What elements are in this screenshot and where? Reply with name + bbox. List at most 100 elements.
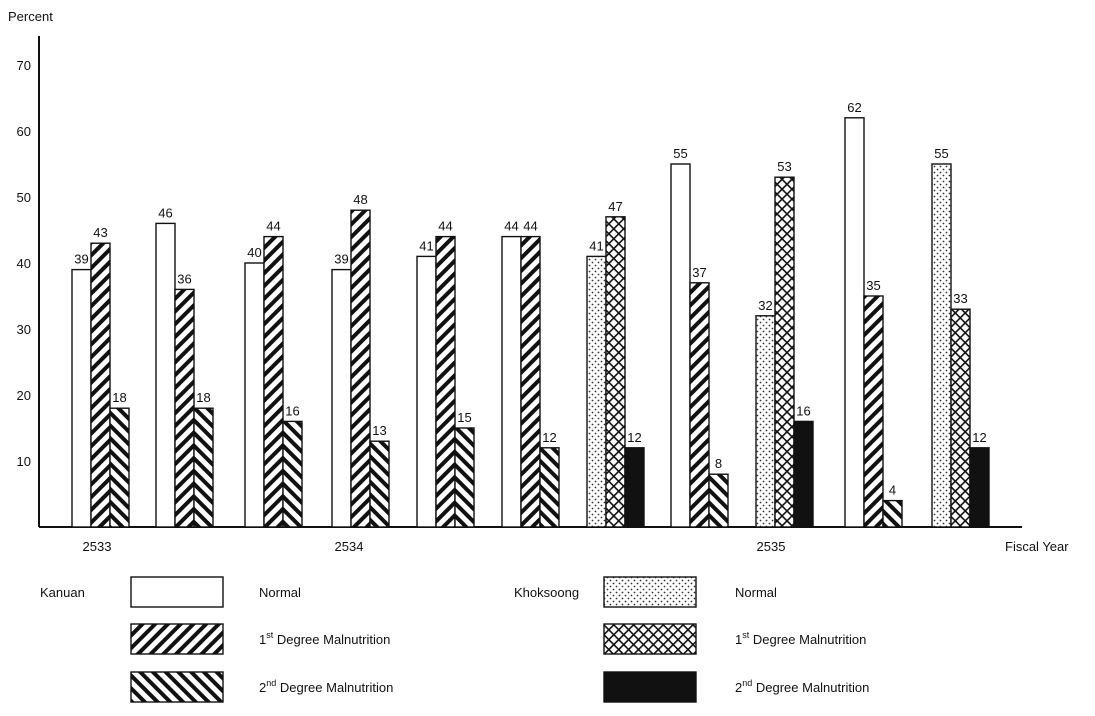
- bar-value-label: 44: [504, 219, 518, 234]
- bar-normal: [844, 117, 865, 528]
- bar-second-degree: [708, 473, 729, 528]
- bar-value-label: 46: [158, 205, 172, 220]
- y-tick-label: 10: [17, 454, 31, 469]
- legend-label-superscript: nd: [266, 678, 276, 688]
- bar-normal: [155, 222, 176, 528]
- bar-group: 39 43 18: [71, 225, 130, 528]
- legend-label-ordinal: 2: [259, 680, 266, 695]
- y-tick-label: 50: [17, 190, 31, 205]
- bar-value-label: 62: [847, 100, 861, 115]
- bar-value-label: 39: [334, 252, 348, 267]
- bar-value-label: 12: [627, 430, 641, 445]
- legend-item-label: 1st Degree Malnutrition: [259, 630, 390, 647]
- legend-area-name: Khoksoong: [514, 585, 579, 600]
- bar-value-label: 44: [266, 219, 280, 234]
- bar-normal: [501, 235, 522, 528]
- bar-group: 41 44 15: [416, 219, 475, 528]
- legend-label-text: Degree Malnutrition: [749, 632, 866, 647]
- y-tick-label: 60: [17, 124, 31, 139]
- legend-swatch: [603, 671, 697, 703]
- y-tick-label: 40: [17, 256, 31, 271]
- legend-label-ordinal: 1: [259, 632, 266, 647]
- y-tick-label: 20: [17, 388, 31, 403]
- bar-value-label: 35: [866, 278, 880, 293]
- bar-value-label: 37: [692, 265, 706, 280]
- bar-first-degree: [689, 282, 710, 528]
- bar-value-label: 55: [934, 146, 948, 161]
- bar-value-label: 18: [112, 390, 126, 405]
- bar-second-degree: [369, 440, 390, 528]
- bar-normal: [331, 268, 352, 528]
- bar-value-label: 44: [523, 219, 537, 234]
- bar-second-degree: [882, 499, 903, 528]
- bar-group: 44 44 12: [501, 219, 560, 528]
- bar-value-label: 32: [758, 298, 772, 313]
- legend-label-superscript: nd: [742, 678, 752, 688]
- bar-first-degree: [863, 295, 884, 528]
- bar-first-degree: [90, 242, 111, 528]
- x-axis-title: Fiscal Year: [1005, 539, 1069, 554]
- bar-value-label: 15: [457, 410, 471, 425]
- legend-label-ordinal: 2: [735, 680, 742, 695]
- bar-second-degree: [624, 447, 645, 528]
- bar-value-label: 33: [953, 291, 967, 306]
- bar-group: 32 53 16: [755, 159, 814, 528]
- bar-value-label: 8: [715, 456, 722, 471]
- y-tick-label: 70: [17, 58, 31, 73]
- bar-value-label: 40: [247, 245, 261, 260]
- bar-value-label: 47: [608, 199, 622, 214]
- x-tick-label: 2534: [335, 539, 364, 554]
- legend-item-label: Normal: [259, 585, 301, 600]
- bar-second-degree: [454, 427, 475, 528]
- bar-value-label: 48: [353, 192, 367, 207]
- bar-value-label: 36: [177, 271, 191, 286]
- bar-first-degree: [263, 235, 284, 528]
- bar-first-degree: [774, 176, 795, 528]
- legend-label-superscript: st: [742, 630, 750, 640]
- bar-second-degree: [793, 420, 814, 528]
- legend-swatch: [603, 576, 697, 608]
- legend-label-ordinal: 1: [735, 632, 742, 647]
- legend-swatch: [130, 623, 224, 655]
- bar-group: 39 48 13: [331, 192, 390, 528]
- y-tick-label: 30: [17, 322, 31, 337]
- bar-value-label: 53: [777, 159, 791, 174]
- bar-normal: [670, 163, 691, 528]
- bar-value-label: 41: [419, 238, 433, 253]
- bar-value-label: 41: [589, 238, 603, 253]
- bar-value-label: 12: [972, 430, 986, 445]
- bar-second-degree: [969, 447, 990, 528]
- legend-area-name: Kanuan: [40, 585, 85, 600]
- bar-first-degree: [520, 235, 541, 528]
- bar-first-degree: [605, 216, 626, 528]
- bar-value-label: 18: [196, 390, 210, 405]
- legend-item-label: 1st Degree Malnutrition: [735, 630, 866, 647]
- legend-item-label: 2nd Degree Malnutrition: [259, 678, 393, 695]
- bar-value-label: 44: [438, 219, 452, 234]
- bar-value-label: 4: [889, 483, 896, 498]
- bar-value-label: 13: [372, 423, 386, 438]
- bar-first-degree: [950, 308, 971, 528]
- legend-label-text: Degree Malnutrition: [752, 680, 869, 695]
- bar-normal: [931, 163, 952, 528]
- legend-label-text: Degree Malnutrition: [276, 680, 393, 695]
- legend-label-superscript: st: [266, 630, 274, 640]
- bar-group: 62 35 4: [844, 100, 903, 528]
- bar-group: 46 36 18: [155, 205, 214, 528]
- bar-group: 40 44 16: [244, 219, 303, 528]
- bar-normal: [244, 262, 265, 528]
- legend-swatch: [130, 671, 224, 703]
- bar-value-label: 16: [285, 403, 299, 418]
- bar-normal: [586, 255, 607, 528]
- x-tick-label: 2535: [757, 539, 786, 554]
- legend-swatch: [603, 623, 697, 655]
- bar-value-label: 16: [796, 403, 810, 418]
- bar-normal: [71, 268, 92, 528]
- bar-second-degree: [282, 420, 303, 528]
- bar-first-degree: [350, 209, 371, 528]
- bar-second-degree: [193, 407, 214, 528]
